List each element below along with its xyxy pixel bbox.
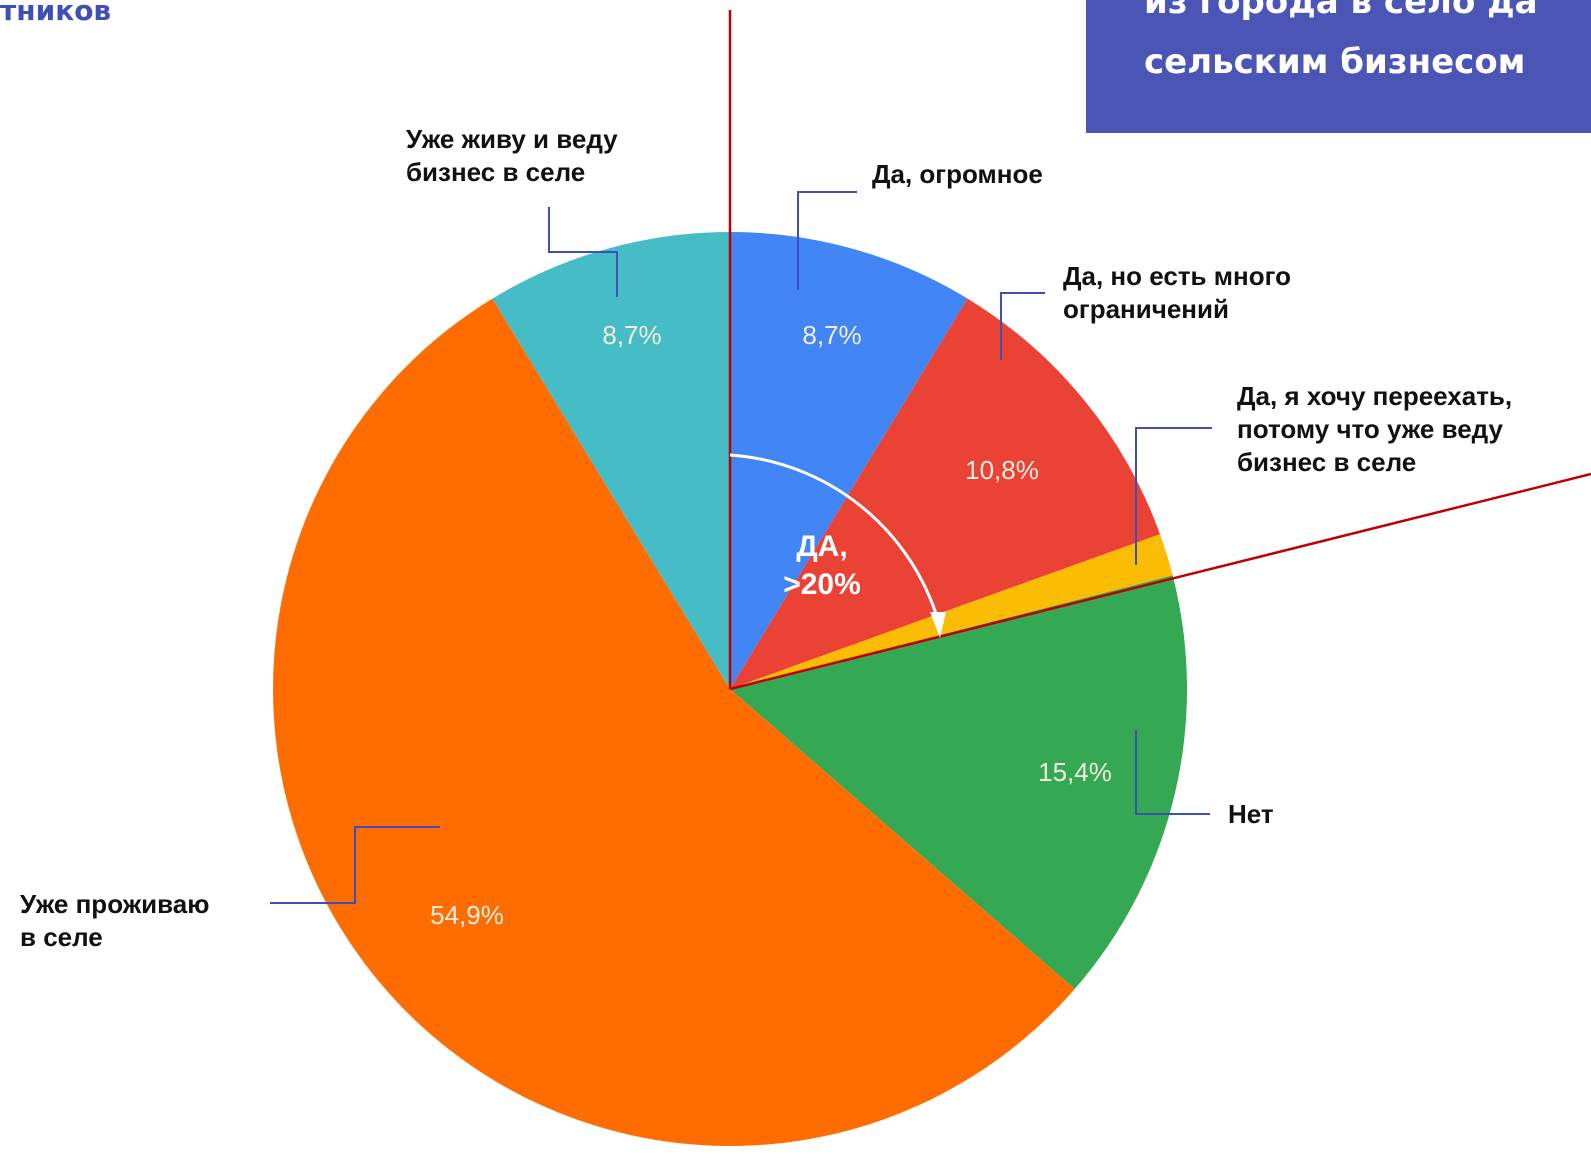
category-label: Уже проживаю в селе [20, 889, 210, 952]
divider [729, 472, 1591, 691]
arrow-head [930, 612, 946, 638]
pie-slice [273, 298, 1075, 1146]
header-line: из города в село да [1144, 0, 1538, 22]
pie-slice [730, 534, 1173, 689]
pie-slice [492, 231, 730, 689]
category-label: Да, я хочу переехать, потому что уже вед… [1237, 381, 1513, 477]
leader-line [797, 191, 857, 290]
header-box: из города в село да сельским бизнесом [1086, 0, 1591, 133]
value-label: 15,4% [1038, 757, 1112, 787]
category-label: Да, огромное [872, 159, 1043, 189]
annotation: ДА, [796, 530, 847, 563]
category-label: Уже живу и веду бизнес в селе [406, 124, 618, 187]
arrow-arc [729, 453, 940, 621]
pie-slice [730, 298, 1160, 689]
pie-slice [730, 232, 968, 689]
value-label: 54,9% [430, 900, 504, 930]
pie-slice [730, 575, 1187, 990]
category-label: Да, но есть много ограничений [1063, 261, 1291, 324]
leader-line [1000, 292, 1045, 360]
leader-line [270, 826, 440, 904]
annotation: >20% [783, 568, 861, 601]
value-label: 10,8% [965, 455, 1039, 485]
value-label: 8,7% [802, 320, 861, 350]
leader-line [1135, 730, 1210, 815]
value-label: 8,7% [602, 320, 661, 350]
header-line: сельским бизнесом [1144, 42, 1526, 82]
leader-line [548, 207, 618, 297]
title-fragment: тников [0, 0, 112, 27]
category-label: Нет [1228, 799, 1274, 829]
leader-line [1135, 427, 1212, 565]
